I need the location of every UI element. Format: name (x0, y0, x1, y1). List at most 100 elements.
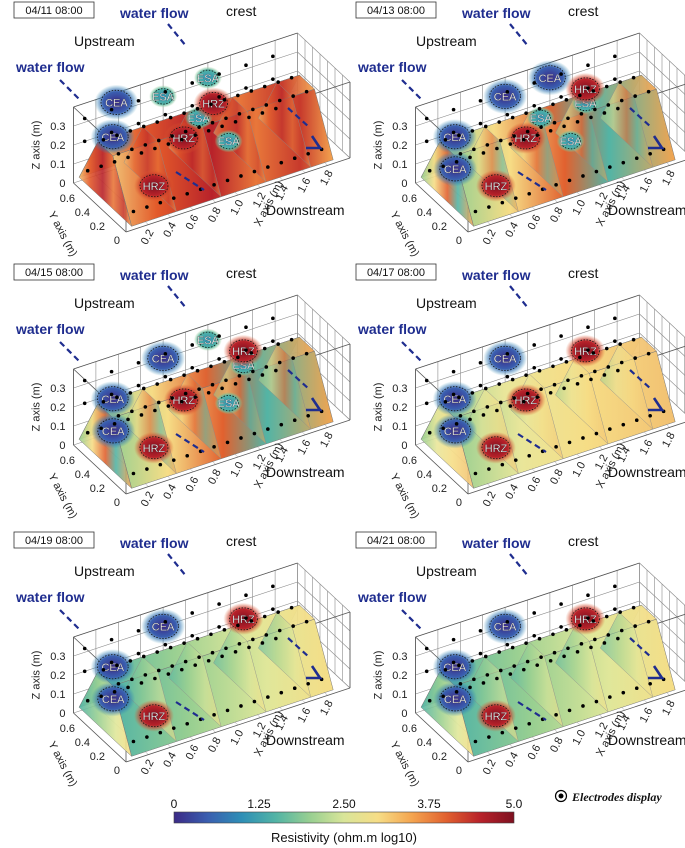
crest-label: crest (568, 265, 598, 281)
electrode-dot (537, 636, 542, 641)
electrode-dot (586, 63, 590, 68)
electrode-dot (206, 390, 211, 395)
y-tick-label: 0 (456, 765, 462, 777)
water-flow-arrow (175, 171, 205, 191)
water-flow-arrow (167, 23, 187, 47)
x-tick-label: 0.2 (481, 490, 499, 509)
electrode-dot (508, 142, 513, 146)
electrode-dot (559, 95, 563, 99)
electrode-dot (168, 645, 173, 650)
electrode-dot (521, 667, 526, 672)
electrode-dot (210, 382, 215, 387)
zone-contour (228, 607, 258, 631)
z-tick-label: 0.1 (50, 689, 65, 701)
electrode-dot (505, 642, 510, 647)
electrode-dot (510, 115, 515, 120)
electrode-dot (212, 445, 216, 449)
electrode-dot (136, 651, 141, 656)
electrode-dot (116, 414, 121, 418)
y-tick-label: 0.4 (75, 207, 90, 219)
electrode-dot (613, 607, 617, 611)
electrode-dot (130, 677, 134, 682)
electrode-dot (116, 152, 121, 156)
electrode-dot (458, 414, 463, 418)
x-tick-label: 0.8 (548, 467, 566, 486)
electrode-dot (155, 382, 160, 386)
electrode-dot (505, 90, 510, 94)
z-axis-title: Z axis (m) (373, 651, 385, 700)
electrode-dot (646, 351, 651, 356)
electrode-dot (170, 134, 175, 138)
electrode-dot (424, 401, 429, 406)
timestamp-label: 04/17 08:00 (355, 263, 437, 281)
zone-contour (139, 704, 169, 728)
electrode-dot (586, 616, 590, 620)
water-flow-arrow (509, 553, 529, 577)
electrode-dot (457, 395, 461, 400)
electrode-dot (131, 739, 136, 744)
electrode-dot (212, 713, 216, 717)
electrode-dot (304, 89, 309, 94)
electrode-dot (458, 152, 463, 156)
z-tick-label: 0.2 (50, 140, 65, 152)
electrode-dot (206, 658, 211, 663)
water-flow-arrow (629, 369, 653, 391)
electrode-dot (468, 155, 472, 160)
electrode-dot (289, 337, 294, 342)
electrode-dot (527, 453, 532, 458)
electrode-dot (562, 654, 566, 659)
zone-contour (100, 89, 133, 115)
electrode-dot (500, 730, 505, 735)
electrode-dot (239, 436, 243, 440)
electrode-dot (163, 374, 168, 379)
electrode-dot (606, 633, 611, 637)
electrode-dot (510, 377, 515, 382)
electrode-dot (633, 94, 637, 98)
electrode-dot (237, 112, 242, 116)
electrode-dot (473, 471, 478, 476)
z-tick-label: 0 (401, 178, 407, 190)
electrode-dot (279, 160, 284, 165)
electrode-dot (291, 624, 295, 628)
ert-panel: CEACEACEACEAESAESAESAHRZHRZHRZ00.10.20.3… (355, 1, 685, 259)
zone-label: CEA (539, 73, 562, 85)
electrode-dot (168, 115, 173, 120)
electrode-dot (82, 646, 87, 651)
electrode-dot (478, 651, 483, 656)
electrode-dot (190, 103, 195, 108)
crest-label: crest (568, 3, 598, 19)
colorbar-tick-label: 3.75 (417, 797, 441, 811)
electrode-dot (249, 619, 254, 623)
electrode-dot (454, 690, 459, 694)
electrode-dot (182, 641, 186, 645)
zone-label: CEA (152, 621, 175, 633)
electrode-dot (498, 138, 503, 143)
electrode-dot (485, 143, 490, 147)
electrode-dot (101, 138, 106, 142)
electrode-dot (564, 360, 569, 364)
electrode-dot (619, 98, 624, 103)
electrode-dot (510, 645, 515, 650)
electrode-dot (233, 382, 238, 386)
electrode-dot (532, 81, 537, 85)
electrode-dot (210, 650, 215, 655)
water-flow-arrow (517, 701, 547, 721)
electrode-dot (621, 160, 626, 165)
x-tick-label: 1.8 (660, 698, 678, 717)
downstream-label: Downstream (608, 732, 685, 748)
electrode-dot (631, 605, 636, 610)
electrode-dot (497, 382, 502, 386)
electrode-dot (115, 133, 119, 138)
electrode-dot (220, 124, 224, 129)
electrode-dot (274, 368, 278, 373)
electrode-dot (532, 103, 537, 108)
electrode-dot (260, 373, 265, 377)
electrode-dot (156, 400, 161, 405)
electrode-dot (454, 422, 459, 426)
electrode-dot (579, 374, 584, 378)
z-tick-label: 0.2 (392, 670, 407, 682)
electrode-dot (505, 620, 510, 624)
electrode-dot (155, 650, 160, 654)
